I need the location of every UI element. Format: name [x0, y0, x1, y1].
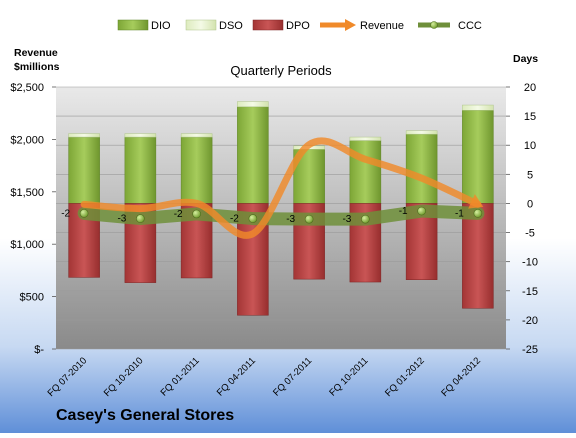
ccc-data-label: -3 [286, 214, 295, 225]
right-axis-tick-label: 10 [524, 140, 536, 152]
right-axis-tick-label: 0 [527, 198, 533, 210]
bar-dso [68, 133, 100, 138]
right-axis-tick-label: 5 [527, 169, 533, 181]
right-axis-tick-label: 15 [524, 111, 536, 123]
bar-dso [124, 133, 157, 138]
left-axis-label-line2: $millions [14, 61, 60, 73]
ccc-data-label: -1 [455, 208, 464, 219]
bar-dso [180, 133, 213, 138]
bar-dpo [462, 203, 494, 309]
legend-swatch-dio [117, 19, 149, 31]
bar-dio [180, 136, 213, 204]
bar-dso [237, 101, 269, 108]
left-axis-tick-label: $1,000 [10, 239, 44, 251]
legend-label: DSO [219, 20, 243, 32]
legend-item-dso: DSO [185, 19, 243, 32]
bar-dio [68, 136, 100, 204]
ccc-point [417, 206, 426, 216]
right-axis-tick-label: -15 [522, 286, 538, 298]
bar-dio [124, 136, 157, 204]
bar-dio [405, 133, 438, 204]
ccc-point [192, 209, 201, 219]
right-axis-label: Days [513, 53, 538, 65]
right-axis-tick-label: -25 [522, 344, 538, 356]
ccc-point [304, 214, 314, 224]
ccc-line [77, 204, 485, 226]
legend-label: DPO [286, 20, 310, 32]
left-axis-tick-label: $2,000 [10, 134, 44, 146]
ccc-point [361, 214, 370, 224]
bar-dso [462, 104, 494, 111]
ccc-point [79, 209, 89, 218]
ccc-series: -2 -3 -2 -2 -3 -3 -1 -1 [61, 204, 485, 226]
legend: DIO DSO DPO Revenue CCC [117, 19, 482, 32]
legend-item-dio: DIO [117, 19, 171, 32]
ccc-data-label: -3 [342, 214, 351, 225]
legend-item-ccc: CCC [418, 20, 482, 32]
left-axis-tick-label: $- [34, 344, 44, 356]
bar-dio [349, 140, 382, 204]
legend-item-dpo: DPO [252, 19, 310, 32]
revenue-series [80, 137, 484, 239]
revenue-arrowhead [468, 194, 484, 209]
right-axis-tick-label: -20 [522, 315, 538, 327]
right-axis-tick-label: -5 [525, 228, 535, 240]
ccc-data-label: -2 [61, 208, 70, 219]
ccc-data-label: -3 [117, 214, 126, 225]
bar-dio [237, 106, 269, 204]
ccc-data-label: -1 [399, 206, 408, 217]
ccc-point [248, 214, 258, 223]
bar-dso [349, 136, 382, 141]
left-axis-tick-label: $2,500 [10, 82, 44, 94]
legend-label: CCC [458, 20, 482, 32]
legend-label: Revenue [360, 20, 404, 32]
bar-dso [405, 130, 438, 135]
footer-title: Casey's General Stores [56, 407, 234, 424]
left-axis-tick-label: $1,500 [10, 187, 44, 199]
left-axis-tick-label: $500 [20, 292, 44, 304]
right-axis-tick-label: -10 [522, 257, 538, 269]
legend-swatch-revenue-arrow [345, 19, 356, 31]
right-axis-tick-label: 20 [524, 82, 536, 94]
ccc-data-label: -2 [174, 209, 183, 220]
ccc-data-label: -2 [230, 214, 239, 225]
legend-swatch-dpo [252, 19, 284, 31]
left-axis-label-line1: Revenue [14, 47, 58, 59]
ccc-point [473, 209, 483, 218]
legend-label: DIO [151, 20, 171, 32]
legend-swatch-ccc-dot [430, 21, 438, 29]
legend-swatch-dso [185, 19, 217, 31]
revenue-line [80, 137, 482, 239]
chart-title: Quarterly Periods [230, 63, 332, 78]
ccc-point [136, 214, 145, 223]
bar-dio [462, 110, 494, 204]
legend-item-revenue: Revenue [320, 19, 404, 32]
